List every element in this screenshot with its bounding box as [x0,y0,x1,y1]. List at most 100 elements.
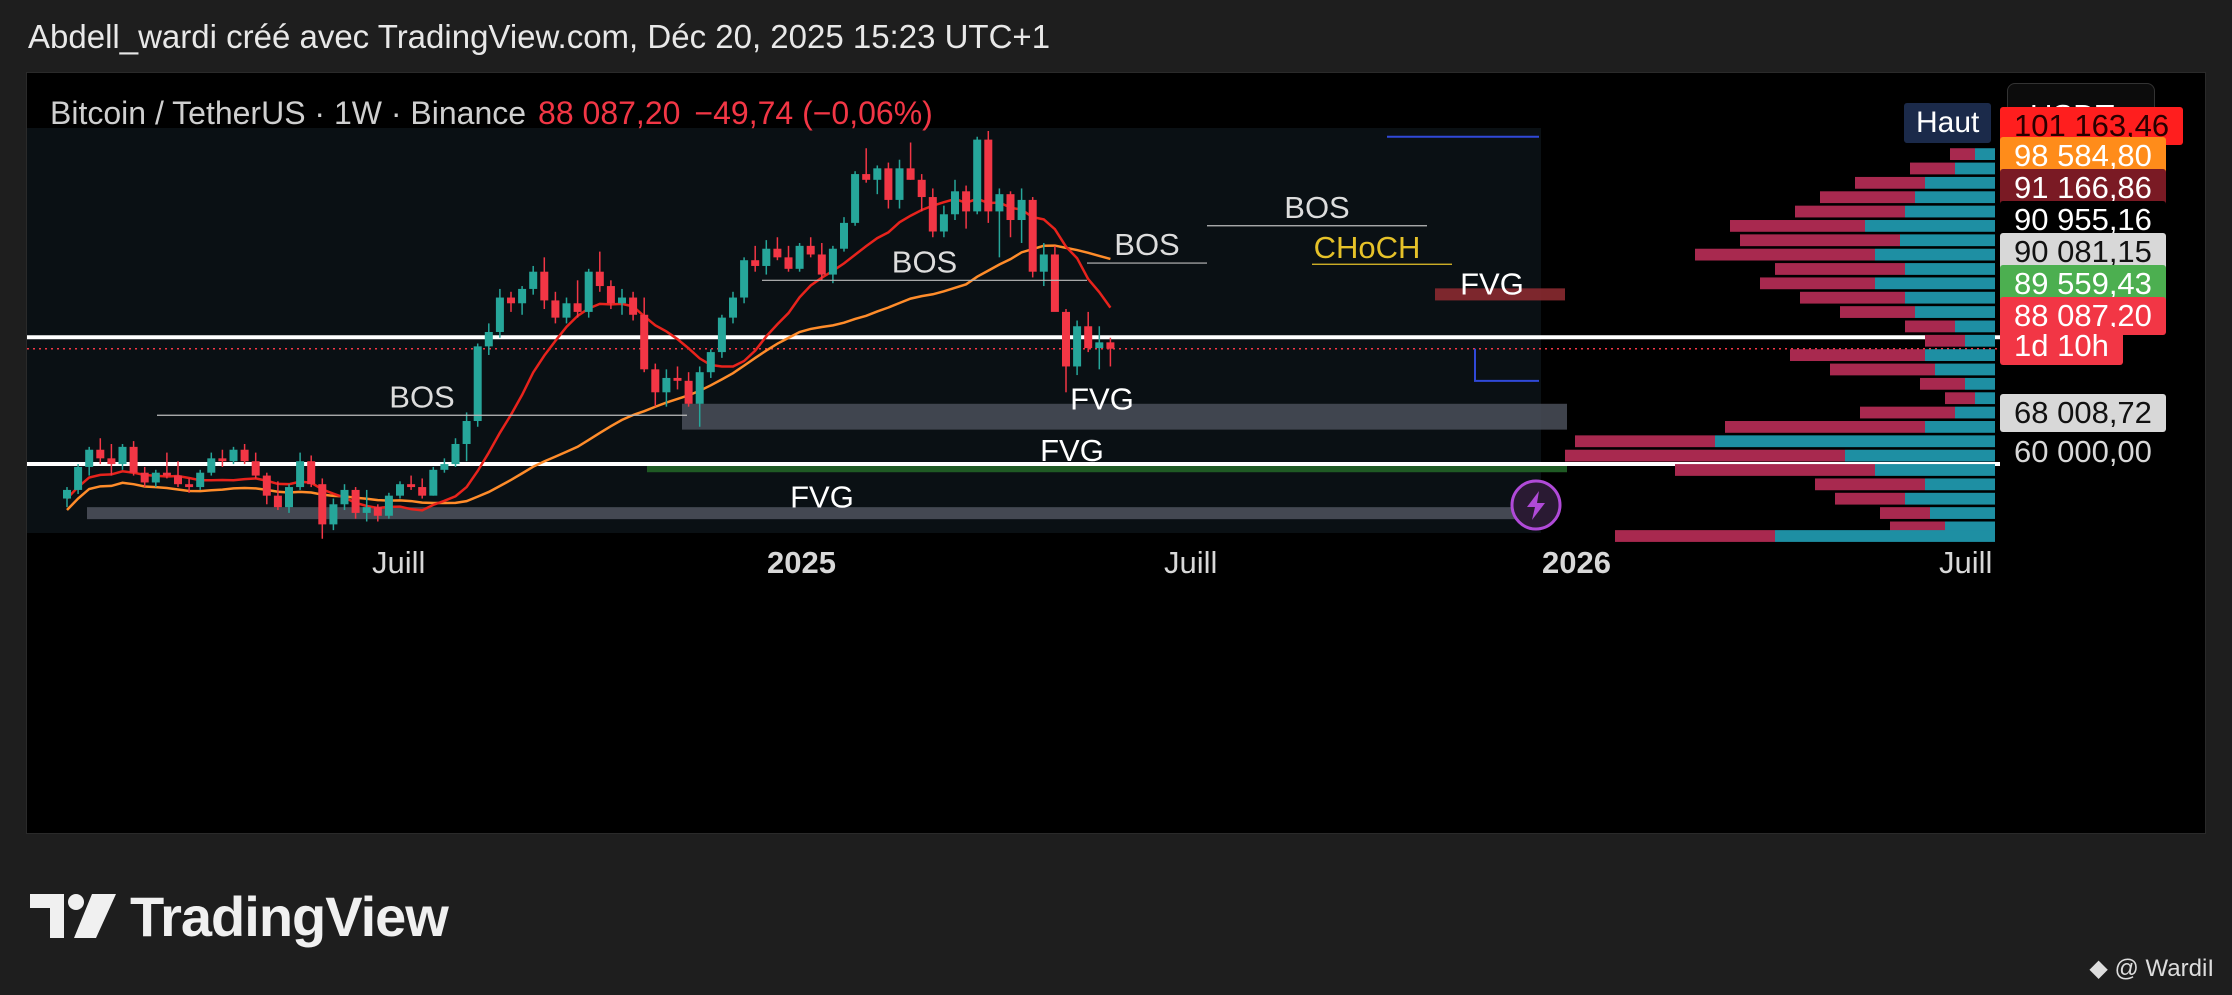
volume-profile-down [1945,392,1975,405]
volume-profile-down [1695,248,1875,261]
chart-frame[interactable]: BOS BOS BOS BOS CHoCH FVG FVG FVG FVG Bitcoin / … [26,72,2206,834]
candle-body [995,194,1004,212]
volume-profile-up [1875,248,1995,261]
candle-body [1039,254,1048,272]
volume-profile-up [1915,191,1995,204]
bos-top-label: BOS [1284,190,1349,225]
candle-body [618,297,626,304]
candle-body [429,469,438,496]
candle-body [1073,326,1082,367]
price-chart[interactable]: BOS BOS BOS BOS CHoCH FVG FVG FVG FVG [27,73,2205,833]
bos-low-label: BOS [389,379,454,414]
volume-profile-down [1615,530,1775,542]
candle-body [1006,194,1015,221]
candle-body [207,458,216,473]
candle-body [629,297,638,315]
volume-profile-up [1905,263,1995,275]
candle-body [917,179,926,198]
candle-body [795,245,804,269]
volume-profile-up [1975,392,1995,405]
time-axis-label: Juill [1164,545,1218,580]
fvg-zone [682,403,1567,430]
volume-profile-up [1715,435,1995,448]
candle-body [285,487,293,508]
price-axis-label: 90 955,16 [2000,201,2166,239]
symbol-price: 88 087,20 [538,95,681,131]
candle-body [662,377,671,393]
volume-profile-up [1965,334,1995,347]
candle-body [373,507,382,516]
candle-body [63,489,71,499]
candle-body [151,472,160,483]
candle-body [939,214,948,232]
fvg-label-upper: FVG [1070,382,1134,417]
candle-body [185,484,194,488]
range-low-line [1474,348,1539,382]
fvg-zone [87,507,1557,520]
candle-body [529,271,538,289]
volume-profile-up [1955,162,1995,175]
volume-profile-down [1925,334,1965,347]
slow-moving-average [66,244,1111,511]
price-axis-label: 91 166,86 [2000,169,2166,207]
volume-profile-down [1725,421,1925,433]
candle-body [273,495,282,508]
volume-profile-down [1820,191,1915,204]
chart-caption: Abdell_wardi créé avec TradingView.com, … [28,18,1051,55]
tradingview-logo: TradingView [30,884,449,949]
volume-profile-up [1845,449,1995,462]
volume-profile-down [1920,377,1965,390]
candle-body [129,446,138,473]
candle-body [518,288,527,304]
candle-body [507,297,515,304]
candle-body [140,472,149,483]
volume-profile-down [1760,277,1875,290]
volume-profile-down [1860,406,1955,419]
volume-profile-down [1835,492,1905,505]
candle-body [806,245,815,255]
symbol-legend: Bitcoin / TetherUS · 1W · Binance 88 087,… [50,95,933,132]
volume-profile-down [1800,291,1905,304]
support-band [647,465,1567,473]
volume-profile-up [1930,507,1995,519]
volume-profile-up [1955,406,1995,419]
time-axis-label: Juill [1939,545,1993,580]
candle-body [606,286,615,304]
candle-body [906,168,915,180]
fvg-label-high: FVG [1460,267,1524,302]
symbol-change: −49,74 (−0,06%) [694,95,933,131]
volume-profile-up [1905,205,1995,218]
candle-body [440,464,449,470]
price-axis-label: 90 081,15 [2000,233,2166,271]
candle-body [640,314,649,370]
candle-body [462,421,471,444]
candle-body [1050,254,1059,312]
fvg-label-mid: FVG [1040,433,1104,468]
price-axis-label: 89 559,43 [2000,265,2166,303]
candle-body [1017,199,1026,221]
bos-upper-label: BOS [1114,227,1179,262]
volume-profile-up [1925,176,1995,189]
candle-body [706,352,715,373]
candle-body [96,449,105,459]
candle-body [484,332,493,347]
volume-profile-down [1565,449,1845,462]
candle-body [773,248,782,258]
candle-body [784,257,793,269]
candle-body [1106,342,1115,349]
haut-button[interactable]: Haut [1904,103,1992,143]
volume-profile-up [1875,277,1995,290]
lightning-icon[interactable] [1510,479,1562,531]
volume-profile-up [1915,306,1995,318]
volume-profile-up [1900,234,1995,247]
candle-body [1084,326,1093,349]
candle-body [584,271,593,312]
volume-profile-up [1965,377,1995,390]
candle-body [862,174,871,180]
candle-body [673,377,682,381]
volume-profile-up [1865,220,1995,232]
candle-body [540,271,549,301]
volume-profile-up [1875,464,1995,476]
candle-body [884,168,893,200]
volume-profile-down [1815,478,1925,491]
